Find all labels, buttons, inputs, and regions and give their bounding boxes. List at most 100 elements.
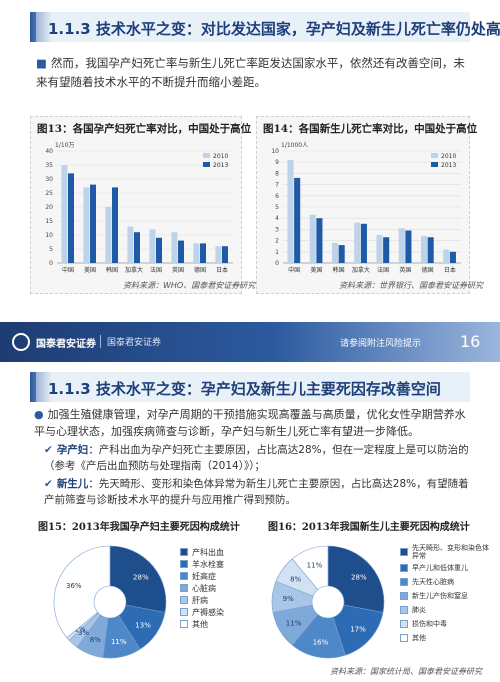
slide1-title: 1.1.3 技术水平之变：对比发达国家，孕产妇及新生儿死亡率仍处高位	[48, 20, 500, 38]
slide2-sub-maternal: ✔ 孕产妇：产科出血为孕产妇死亡主要原因，占比高达28%，但在一定程度上是可以防治…	[44, 442, 470, 474]
pie-slice-2	[291, 613, 346, 659]
slide-footer-band: 国泰君安证券 国泰君安证券 请参阅附注风险提示 16	[0, 322, 500, 362]
legend-label: 产褥感染	[192, 607, 224, 617]
slide-page-16: 1.1.3 技术水平之变：孕产妇及新生儿主要死因存改善空间 ● 加强生殖健康管理，…	[0, 362, 500, 682]
bullet-icon: ■	[36, 56, 47, 70]
bar-2010-韩国	[331, 242, 339, 263]
legend-item: 羊水栓塞	[180, 558, 224, 570]
legend-swatch	[203, 162, 210, 167]
bar-2013-美国	[90, 184, 96, 263]
legend-item: 产褥感染	[180, 606, 224, 618]
legend-item: 损伤和中毒	[400, 618, 492, 630]
pie-value-label: 28%	[351, 574, 367, 582]
figure-13-caption: 图13：各国孕产妇死亡率对比，中国处于高位	[37, 123, 252, 135]
bar-2013-美国	[316, 218, 323, 263]
pie-value-label: 8%	[90, 636, 101, 644]
legend-label: 妊高症	[192, 571, 216, 581]
bullet-icon: ●	[34, 408, 44, 421]
legend-item: 肺炎	[400, 604, 492, 616]
risk-disclaimer: 请参阅附注风险提示	[340, 339, 422, 349]
bar-2010-德国	[193, 243, 200, 263]
figure-13: 图13：各国孕产妇死亡率对比，中国处于高位 1/10万 0 5 10 15 20 25 30 3…	[30, 116, 255, 294]
legend-label: 羊水栓塞	[192, 559, 224, 569]
y-tick-label: 8	[275, 170, 279, 177]
y-unit-label: 1/10万	[55, 142, 74, 149]
pie-slice-0	[327, 545, 385, 613]
x-tick-label: 韩国	[333, 266, 345, 274]
x-tick-label: 美国	[310, 266, 322, 274]
slide2-paragraph: ● 加强生殖健康管理，对孕产周期的干预措施实现高覆盖与高质量，优化女性孕期营养水平…	[34, 406, 470, 440]
figure-16-chart: 28% 17% 16% 11% 9% 8% 11%	[271, 545, 385, 659]
slide1-title-bar: 1.1.3 技术水平之变：对比发达国家，孕产妇及新生儿死亡率仍处高位	[30, 12, 500, 42]
bar-2013-加拿大	[360, 223, 367, 263]
legend-swatch	[400, 578, 408, 586]
legend-item: 新生儿产伤和窒息	[400, 590, 492, 602]
checkmark-icon: ✔	[44, 478, 53, 490]
slide1-paragraph: ■ 然而，我国孕产妇死亡率与新生儿死亡率距发达国家水平，依然还有改善空间，未来有望…	[36, 54, 466, 92]
slide2-source: 资料来源：国家统计局、国泰君安证券研究	[330, 667, 482, 676]
legend-label: 2010	[213, 153, 228, 160]
sub-newborn-label: 新生儿	[56, 478, 89, 490]
bar-2013-英国	[178, 240, 184, 263]
sub-maternal-text: ：产科出血为孕产妇死亡主要原因，占比高达28%，但在一定程度上是可以防治的（参考…	[44, 444, 469, 472]
legend-item: 妊高症	[180, 570, 224, 582]
x-tick-label: 韩国	[106, 266, 118, 274]
bar-2010-韩国	[105, 207, 112, 263]
brand-subtitle: 国泰君安证券	[100, 335, 161, 348]
y-tick-label: 5	[49, 246, 53, 253]
figure-14: 图14：各国新生儿死亡率对比，中国处于高位 1/1000人 0 1 2 3 4 5 6 7 8 9 1…	[256, 116, 483, 294]
legend-swatch	[431, 162, 438, 167]
figure-15-legend: 产科出血 羊水栓塞 妊高症 心脏病 肝病 产褥感染 其他	[180, 546, 224, 630]
pie-value-label: 28%	[133, 574, 149, 582]
legend-label: 先天畸形、变形和染色体异常	[412, 544, 489, 560]
bar-2013-加拿大	[134, 232, 140, 263]
slide2-sub-newborn: ✔ 新生儿：先天畸形、变形和染色体异常为新生儿死亡主要原因，占比高达28%，有望随…	[44, 476, 470, 508]
bar-2013-法国	[156, 237, 162, 263]
x-tick-label: 中国	[62, 266, 74, 274]
x-tick-label: 日本	[444, 266, 456, 274]
legend-label: 2010	[441, 153, 456, 160]
y-tick-label: 6	[275, 193, 279, 200]
y-tick-label: 20	[45, 204, 53, 211]
y-tick-label: 4	[275, 215, 279, 222]
legend-item: 产科出血	[180, 546, 224, 558]
page-number: 16	[460, 332, 481, 351]
pie-value-label: 16%	[313, 638, 329, 646]
figure-13-chart: 1/10万 0 5 10 15 20 25 30 35 40 中国 美国 韩国 加拿大 法国 英国 德国 日本 20…	[45, 142, 233, 274]
x-tick-label: 英国	[399, 266, 411, 274]
bar-2013-德国	[427, 237, 434, 263]
pie-value-label: 11%	[286, 619, 302, 627]
legend-label: 肺炎	[412, 606, 426, 614]
bar-2013-英国	[405, 230, 412, 263]
legend-label: 早产儿和低体重儿	[412, 564, 468, 572]
pie-value-label: 13%	[135, 621, 151, 629]
legend-label: 损伤和中毒	[412, 620, 447, 628]
bar-2010-日本	[443, 249, 450, 263]
brand-name: 国泰君安证券	[36, 339, 96, 350]
y-tick-label: 7	[275, 182, 279, 189]
y-unit-label: 1/1000人	[281, 142, 308, 149]
figure-13-source: 资料来源：WHO、国泰君安证券研究	[123, 281, 256, 290]
bar-2010-法国	[149, 229, 156, 263]
company-logo-icon	[12, 333, 30, 351]
sub-newborn-text: ：先天畸形、变形和染色体异常为新生儿死亡主要原因，占比高达28%，有望随着产前筛…	[44, 478, 469, 506]
y-tick-label: 0	[275, 260, 279, 267]
slide2-title: 1.1.3 技术水平之变：孕产妇及新生儿主要死因存改善空间	[48, 380, 441, 398]
pie-slice-6	[53, 545, 111, 639]
pie-value-label: 8%	[290, 575, 301, 583]
legend-item: 早产儿和低体重儿	[400, 562, 492, 574]
y-tick-label: 10	[45, 232, 53, 239]
slide1-paragraph-text: 然而，我国孕产妇死亡率与新生儿死亡率距发达国家水平，依然还有改善空间，未来有望随…	[36, 56, 465, 89]
bar-2010-加拿大	[354, 222, 361, 263]
bar-2013-德国	[200, 243, 206, 263]
bar-2010-加拿大	[127, 226, 134, 263]
bar-2013-中国	[68, 173, 74, 263]
x-tick-label: 日本	[216, 266, 228, 274]
legend-item: 其他	[400, 632, 492, 644]
legend-swatch	[180, 584, 188, 592]
legend-swatch	[180, 548, 188, 556]
bar-2010-美国	[83, 187, 90, 263]
y-tick-label: 10	[271, 148, 279, 155]
legend-swatch	[400, 606, 408, 614]
legend-label: 新生儿产伤和窒息	[412, 592, 468, 600]
